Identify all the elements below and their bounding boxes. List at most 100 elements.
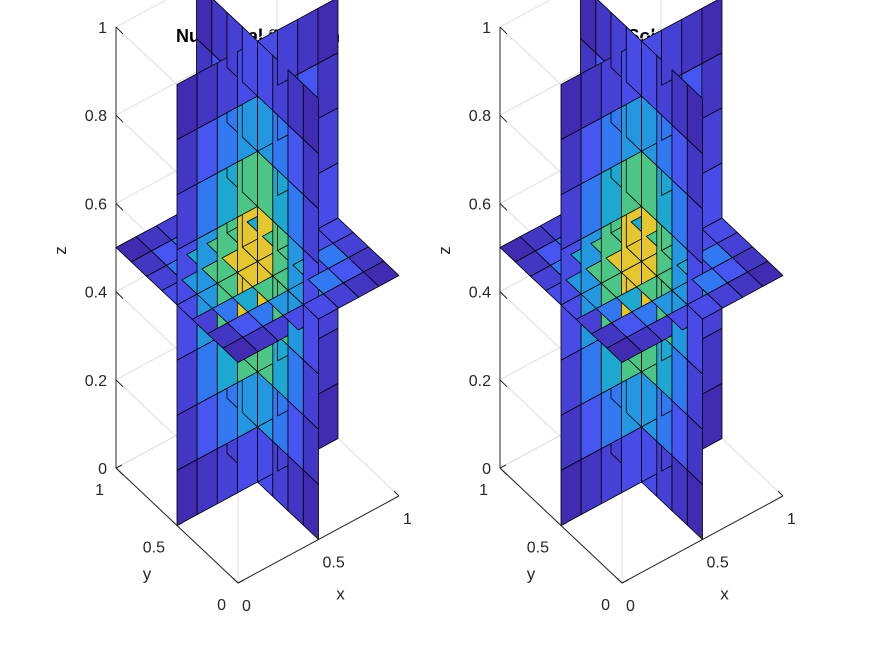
slice-y-cell: [176, 128, 198, 196]
subplot-true-solution: True Solution 00.20.40.60.8100.5100.51zy…: [435, 0, 796, 615]
z-tick-label: 0.4: [469, 285, 491, 302]
slice-x-cell: [686, 83, 703, 155]
slice-y-cell: [317, 0, 339, 64]
slice-y-cell: [560, 348, 582, 416]
y-tick-mark: [115, 464, 123, 469]
z-tick-label: 0: [482, 461, 491, 478]
slice-y-cell: [317, 162, 339, 230]
z-tick-mark: [499, 26, 508, 35]
z-tick-mark: [499, 467, 508, 476]
x-tick-mark: [697, 534, 703, 540]
y-tick-label: 0: [217, 597, 226, 614]
slice-y-cell: [196, 448, 218, 515]
y-axis-label: y: [143, 565, 152, 584]
z-tick-mark: [115, 379, 124, 388]
x-tick-label: 0: [242, 598, 251, 615]
x-tick-mark: [616, 577, 623, 584]
z-tick-mark: [499, 291, 508, 299]
tick-labels: 0 0.2 0.4 0.6 0.8 1 0 0.5 1 0 0.5 1: [469, 20, 796, 615]
slice-y-cell: [560, 459, 582, 526]
z-tick-label: 0.2: [85, 373, 107, 390]
x-tick-mark: [393, 490, 400, 497]
slice-y-cell: [701, 327, 723, 395]
slice-y-cell: [196, 227, 218, 295]
y-tick-mark: [560, 522, 568, 526]
slice-y-cell: [701, 107, 723, 175]
y-tick-mark: [621, 579, 629, 584]
y-tick-label: 0.5: [527, 540, 549, 557]
slice-y-cell: [317, 327, 339, 395]
z-tick-label: 0.6: [85, 196, 107, 213]
slice-y-cell: [580, 117, 602, 185]
slice-y-cell: [580, 393, 602, 460]
slice-y-cell: [681, 7, 703, 75]
slice-y-cell: [196, 393, 218, 460]
y-tick-mark: [499, 464, 507, 469]
slice-y-cell: [580, 227, 602, 295]
x-tick-mark: [777, 490, 784, 497]
slice-y-cell: [580, 337, 602, 405]
z-tick-label: 0.8: [85, 108, 107, 125]
z-tick-label: 1: [98, 20, 107, 37]
z-tick-mark: [115, 467, 124, 476]
slice-y-cell: [176, 73, 198, 141]
slice-y-cell: [580, 62, 602, 130]
x-tick-label: 0.5: [707, 555, 729, 572]
z-tick-mark: [499, 203, 508, 211]
z-tick-mark: [115, 26, 124, 35]
z-tick-label: 0.2: [469, 373, 491, 390]
z-tick-mark: [115, 114, 124, 123]
z-tick-mark: [115, 203, 124, 211]
slice-y-cell: [196, 337, 218, 405]
slice-y-cell: [176, 403, 198, 471]
slice-z-cell: [747, 260, 784, 287]
slice-y-cell: [236, 426, 258, 494]
y-tick-label: 1: [479, 482, 488, 499]
x-tick-label: 1: [787, 511, 796, 528]
z-tick-label: 0.4: [85, 285, 107, 302]
slice-y-cell: [560, 238, 582, 306]
z-tick-mark: [115, 291, 124, 299]
slice-y-cell: [580, 172, 602, 240]
x-tick-label: 0: [626, 598, 635, 615]
y-tick-label: 1: [95, 482, 104, 499]
slice-y-cell: [317, 52, 339, 119]
slice-y-cell: [560, 183, 582, 251]
z-tick-label: 0: [98, 461, 107, 478]
y-tick-label: 0: [601, 597, 610, 614]
slice-y-cell: [176, 459, 198, 526]
slice-y-cell: [621, 426, 642, 494]
slice-y-cell: [701, 162, 723, 230]
slice-y-cell: [196, 172, 218, 240]
z-tick-label: 0.8: [469, 108, 491, 125]
slice-y-cell: [297, 7, 319, 75]
x-tick-label: 1: [403, 511, 412, 528]
x-tick-mark: [313, 534, 319, 540]
z-axis-label: z: [51, 246, 70, 255]
slice-y-cell: [701, 0, 723, 64]
slice-x-cell: [302, 83, 319, 155]
slice-y-cell: [176, 183, 198, 251]
x-tick-mark: [232, 577, 239, 584]
slice-y-cell: [196, 62, 218, 130]
y-tick-label: 0.5: [143, 540, 165, 557]
z-tick-mark: [499, 114, 508, 123]
slice-y-cell: [317, 107, 339, 175]
slice-y-cell: [701, 382, 723, 450]
x-tick-label: 0.5: [323, 555, 345, 572]
y-tick-mark: [176, 522, 184, 526]
z-tick-label: 0.6: [469, 196, 491, 213]
subplot-numerical-solution: Numerical Solution 00.20.40.60.8100.5100…: [51, 0, 412, 615]
slice-y-cell: [176, 348, 198, 416]
slice-y-cell: [580, 448, 602, 515]
slice-y-cell: [176, 238, 198, 306]
slice-y-cell: [196, 117, 218, 185]
x-axis-label: x: [720, 585, 729, 604]
slice-y-cell: [560, 73, 582, 141]
z-tick-label: 1: [482, 20, 491, 37]
z-axis-label: z: [435, 246, 454, 255]
slice-surfaces: [115, 0, 400, 540]
y-tick-mark: [237, 579, 245, 584]
slice-y-cell: [560, 128, 582, 196]
